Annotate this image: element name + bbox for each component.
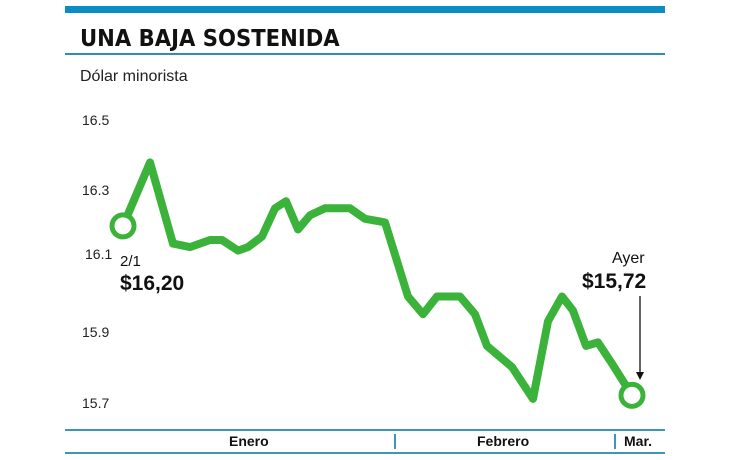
y-tick-label: 16.1 — [85, 246, 113, 262]
chart-title: UNA BAJA SOSTENIDA — [80, 26, 340, 52]
x-month-separator — [394, 434, 396, 449]
x-axis-bottom-rule — [65, 452, 665, 454]
x-month-label: Febrero — [477, 433, 530, 449]
accent-bar — [65, 6, 665, 13]
price-line — [119, 158, 636, 403]
x-month-separator — [614, 434, 616, 449]
x-month-label: Enero — [229, 433, 269, 449]
y-tick-label: 16.5 — [82, 112, 110, 128]
start-value-label: $16,20 — [120, 272, 185, 295]
title-divider — [65, 53, 665, 55]
end-value-label: $15,72 — [582, 270, 647, 293]
start-date-label: 2/1 — [120, 253, 141, 270]
end-point-marker — [618, 381, 646, 409]
start-point-marker — [109, 212, 137, 240]
end-arrow-head-icon — [636, 372, 644, 380]
end-date-label: Ayer — [612, 250, 645, 267]
y-tick-label: 15.7 — [82, 395, 110, 411]
chart-subtitle: Dólar minorista — [80, 68, 188, 85]
x-axis-top-rule — [65, 429, 665, 431]
x-month-label: Mar. — [624, 433, 653, 449]
y-tick-label: 16.3 — [82, 182, 110, 198]
y-tick-label: 15.9 — [82, 324, 110, 340]
